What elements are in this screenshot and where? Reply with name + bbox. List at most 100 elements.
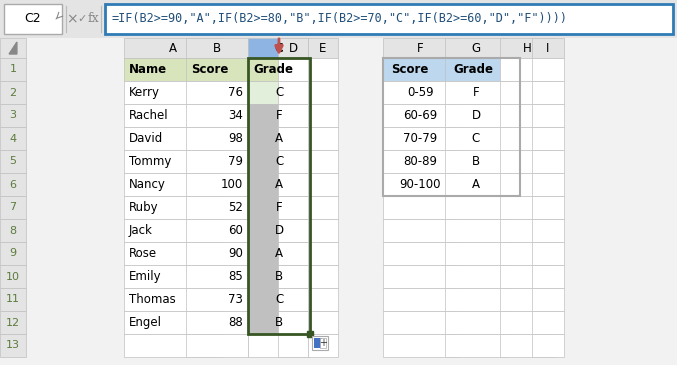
Text: C: C — [275, 86, 283, 99]
Text: G: G — [471, 42, 481, 54]
Bar — [314, 338, 322, 348]
Bar — [278, 265, 308, 288]
Bar — [383, 265, 458, 288]
Bar — [248, 104, 310, 127]
Text: 2: 2 — [9, 88, 16, 97]
Text: D: D — [288, 42, 298, 54]
Text: 6: 6 — [9, 180, 16, 189]
Bar — [124, 265, 222, 288]
Bar — [532, 58, 564, 81]
Text: F: F — [417, 42, 424, 54]
Bar — [445, 81, 507, 104]
Text: C: C — [275, 155, 283, 168]
Bar — [0, 38, 26, 58]
Text: =IF(B2>=90,"A",IF(B2>=80,"B",IF(B2>=70,"C",IF(B2>=60,"D","F")))): =IF(B2>=90,"A",IF(B2>=80,"B",IF(B2>=70,"… — [111, 12, 567, 26]
Bar — [383, 219, 458, 242]
Text: C: C — [472, 132, 480, 145]
Bar — [445, 242, 507, 265]
Bar — [532, 288, 564, 311]
Text: Rose: Rose — [129, 247, 157, 260]
Bar — [0, 311, 26, 334]
Bar — [186, 150, 248, 173]
Bar — [307, 331, 313, 337]
Text: fx: fx — [87, 12, 99, 26]
Bar — [445, 265, 507, 288]
Bar — [124, 288, 222, 311]
Bar — [278, 173, 308, 196]
Bar — [445, 173, 507, 196]
Bar — [186, 38, 248, 58]
Bar — [500, 150, 555, 173]
Bar — [0, 127, 26, 150]
Bar — [445, 150, 507, 173]
Bar — [124, 219, 222, 242]
Text: F: F — [276, 109, 282, 122]
Bar — [500, 104, 555, 127]
Bar — [383, 81, 458, 104]
Text: 34: 34 — [228, 109, 243, 122]
Bar — [248, 58, 310, 81]
Bar — [186, 173, 248, 196]
Bar — [308, 219, 338, 242]
Bar — [0, 242, 26, 265]
Text: A: A — [275, 247, 283, 260]
Bar — [105, 4, 673, 34]
Text: 90: 90 — [228, 247, 243, 260]
Text: ×: × — [66, 12, 78, 26]
Text: F: F — [276, 201, 282, 214]
Bar — [308, 38, 338, 58]
Bar — [445, 196, 507, 219]
Bar — [500, 311, 555, 334]
Bar — [0, 196, 26, 219]
Bar — [532, 265, 564, 288]
Text: Grade: Grade — [253, 63, 293, 76]
Bar — [124, 196, 222, 219]
Text: 0-59: 0-59 — [407, 86, 434, 99]
Text: 98: 98 — [228, 132, 243, 145]
Text: A: A — [275, 178, 283, 191]
Bar — [278, 81, 308, 104]
Bar — [278, 334, 308, 357]
Bar — [532, 242, 564, 265]
Text: Tommy: Tommy — [129, 155, 171, 168]
Bar — [278, 58, 308, 81]
Text: Name: Name — [129, 63, 167, 76]
Bar — [124, 38, 222, 58]
Bar — [248, 58, 310, 334]
Bar — [248, 127, 310, 150]
Bar — [0, 334, 26, 357]
Bar — [124, 127, 222, 150]
Bar — [308, 81, 338, 104]
Bar — [186, 334, 248, 357]
Bar — [124, 58, 222, 81]
Bar — [383, 196, 458, 219]
Bar — [124, 242, 222, 265]
Text: B: B — [472, 155, 480, 168]
Text: 100: 100 — [221, 178, 243, 191]
Bar — [308, 127, 338, 150]
Text: 80-89: 80-89 — [403, 155, 437, 168]
Bar — [383, 104, 458, 127]
Text: A: A — [472, 178, 480, 191]
Bar — [278, 150, 308, 173]
Bar — [0, 81, 26, 104]
Bar — [383, 127, 458, 150]
Bar — [278, 38, 308, 58]
Bar — [248, 334, 310, 357]
Bar — [308, 196, 338, 219]
Text: Thomas: Thomas — [129, 293, 176, 306]
Bar — [0, 0, 677, 38]
Bar — [445, 104, 507, 127]
Bar — [445, 219, 507, 242]
Bar — [445, 288, 507, 311]
Text: 73: 73 — [228, 293, 243, 306]
Text: Nancy: Nancy — [129, 178, 166, 191]
Text: Kerry: Kerry — [129, 86, 160, 99]
Bar — [186, 219, 248, 242]
Bar — [383, 334, 458, 357]
Bar — [532, 196, 564, 219]
Polygon shape — [9, 42, 17, 54]
Bar — [308, 242, 338, 265]
Bar — [278, 219, 308, 242]
Bar — [312, 336, 328, 350]
